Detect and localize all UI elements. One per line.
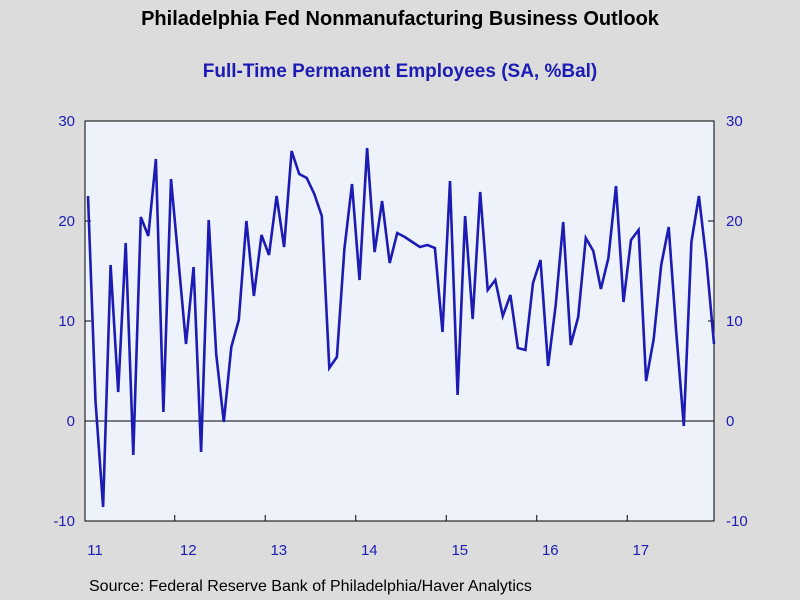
plot-area	[84, 120, 715, 522]
y-tick-label-left: 20	[58, 213, 75, 230]
y-tick-label-left: 0	[67, 413, 75, 430]
series-line	[86, 147, 716, 508]
x-tick-label: 11	[87, 542, 103, 559]
chart-title: Philadelphia Fed Nonmanufacturing Busine…	[141, 8, 659, 30]
y-tick-label-right: 30	[726, 113, 743, 130]
y-tick-label-right: 0	[726, 413, 734, 430]
x-tick-label: 17	[632, 542, 649, 559]
y-tick-label-right: 10	[726, 313, 743, 330]
y-tick-label-left: 30	[58, 113, 75, 130]
x-tick-label: 15	[451, 542, 468, 559]
y-tick-label-right: -10	[726, 513, 748, 530]
chart-subtitle: Full-Time Permanent Employees (SA, %Bal)	[202, 61, 598, 82]
y-tick-label-left: -10	[53, 513, 75, 530]
x-tick-label: 14	[361, 542, 378, 559]
x-tick-label: 12	[180, 542, 197, 559]
x-tick-label: 16	[542, 542, 559, 559]
y-tick-label-right: 20	[726, 213, 743, 230]
source-note: Source: Federal Reserve Bank of Philadel…	[89, 578, 532, 595]
y-tick-label-left: 10	[58, 313, 75, 330]
x-tick-label: 13	[270, 542, 287, 559]
